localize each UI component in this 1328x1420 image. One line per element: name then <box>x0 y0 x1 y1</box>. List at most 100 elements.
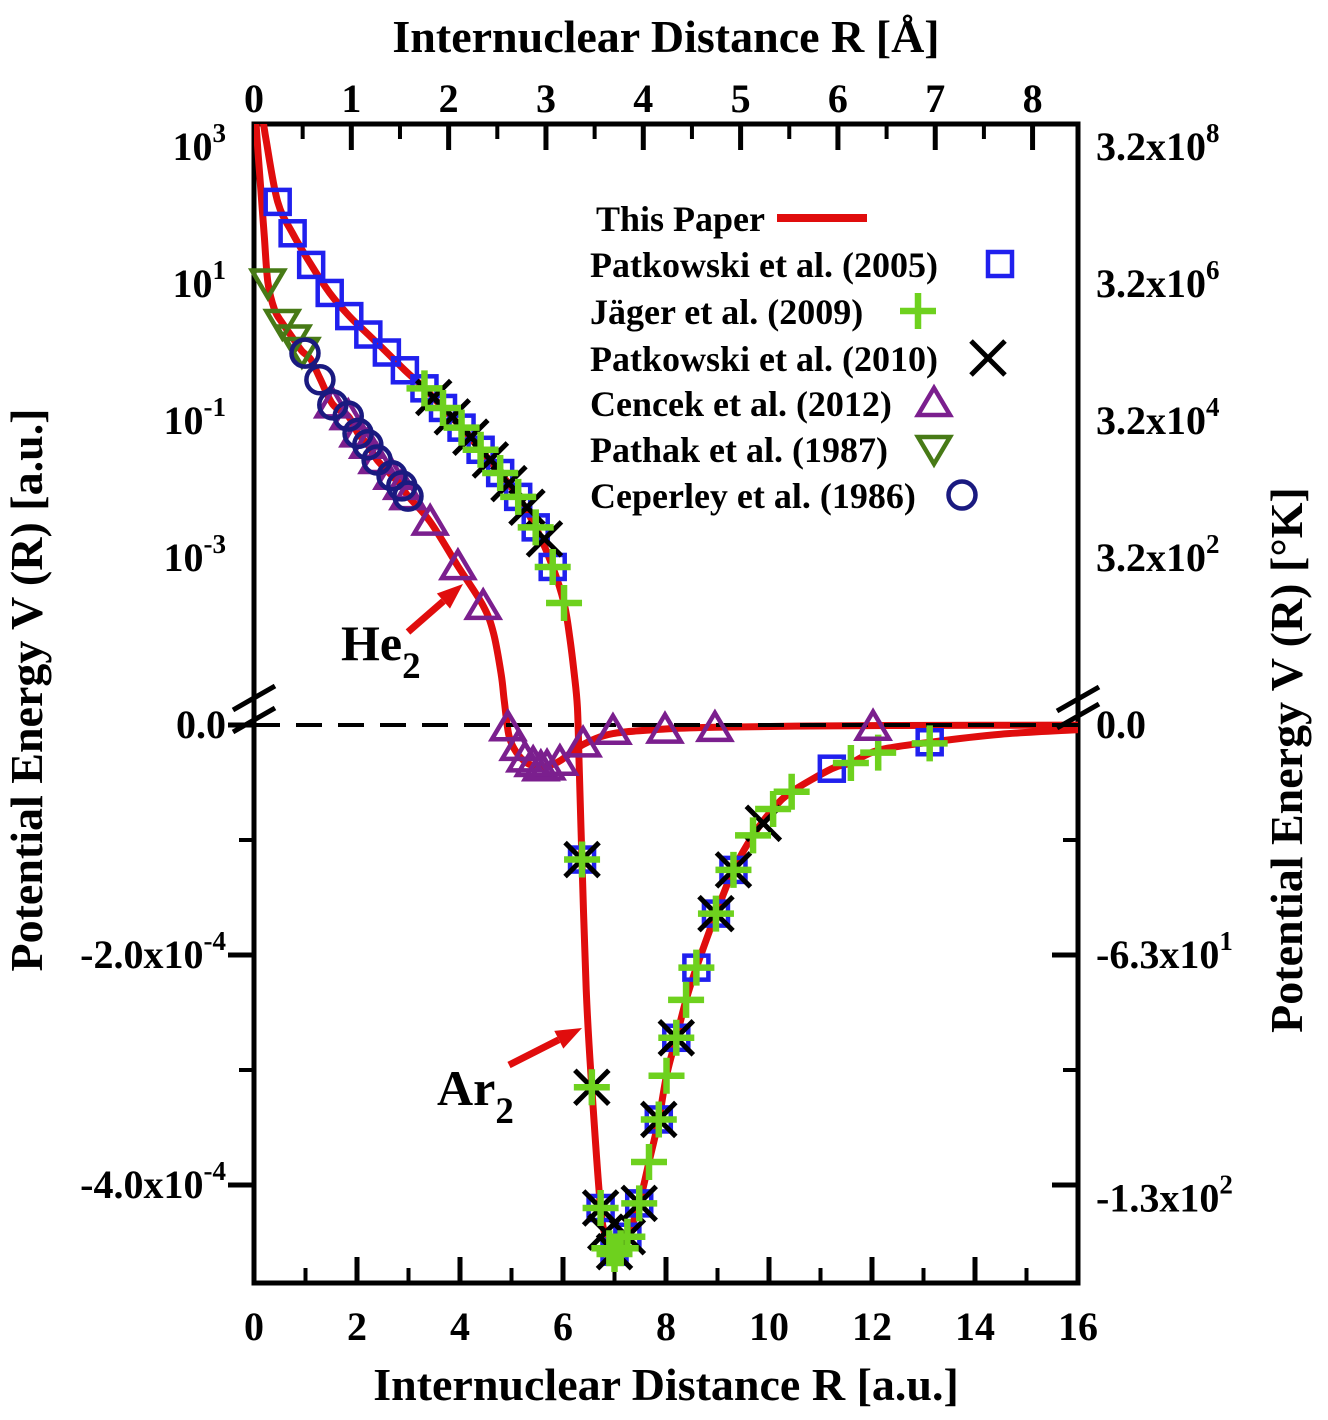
plus-marker <box>534 548 571 585</box>
legend-label: Jäger et al. (2009) <box>590 292 863 332</box>
legend-plus-marker <box>900 293 936 329</box>
ar2-label: Ar2 <box>437 1060 514 1132</box>
legend-x-marker <box>969 339 1007 377</box>
square-marker <box>263 187 292 217</box>
bottom-tick-label: 2 <box>347 1304 367 1349</box>
series-ceperley-et-al-1986--markers <box>289 337 424 512</box>
circle-marker <box>352 429 384 461</box>
plus-marker <box>573 1069 610 1106</box>
legend-circle-marker <box>946 479 978 511</box>
triangle-marker <box>563 723 604 758</box>
triangle-marker <box>527 746 567 781</box>
annotation-he2: He2 <box>341 584 463 687</box>
legend-item-cencek-et-al-2012-: Cencek et al. (2012) <box>590 383 954 424</box>
bottom-tick-label: 10 <box>749 1304 789 1349</box>
plus-marker <box>609 1218 646 1255</box>
left-axis-title: Potential Energy V (R) [a.u.] <box>1 408 52 971</box>
triangle-marker <box>539 742 580 777</box>
plus-marker <box>911 725 948 762</box>
legend-item-patkowski-et-al-2010-: Patkowski et al. (2010) <box>590 339 1007 379</box>
right-tick-label: -1.3x102 <box>1096 1169 1233 1220</box>
legend-label: This Paper <box>596 199 765 239</box>
plus-marker <box>832 744 869 781</box>
legend-item-ceperley-et-al-1986-: Ceperley et al. (1986) <box>590 476 978 516</box>
axis-break-marks <box>231 683 1101 735</box>
annotations: He2 Ar2 <box>341 584 582 1132</box>
legend-item-patkowski-et-al-2005-: Patkowski et al. (2005) <box>590 245 1015 285</box>
left-tick-label: -2.0x10-4 <box>80 926 226 977</box>
right-axis-break-slash <box>1055 684 1101 714</box>
top-tick-label: 4 <box>633 76 653 121</box>
right-tick-label: 3.2x106 <box>1096 255 1220 306</box>
legend-tridown-marker <box>914 434 954 469</box>
legend-label: Ceperley et al. (1986) <box>590 476 916 516</box>
top-tick-label: 1 <box>341 76 361 121</box>
square-marker <box>817 754 847 783</box>
triangle-marker <box>410 502 451 536</box>
square-marker <box>315 278 344 308</box>
triangle-marker <box>437 546 478 581</box>
top-tick-label: 0 <box>244 76 264 121</box>
circle-marker <box>332 400 364 432</box>
left-tick-label: 10-3 <box>164 529 227 580</box>
bottom-axis-title: Internuclear Distance R [a.u.] <box>373 1359 959 1410</box>
bottom-tick-label: 8 <box>656 1304 676 1349</box>
legend: This Paper Patkowski et al. (2005) Jäger e… <box>590 199 1015 516</box>
bottom-tick-label: 6 <box>553 1304 573 1349</box>
legend-label: Patkowski et al. (2005) <box>590 245 938 285</box>
square-marker <box>354 320 383 349</box>
bottom-tick-label: 14 <box>955 1304 995 1349</box>
bottom-tick-label: 4 <box>450 1304 470 1349</box>
plus-marker <box>425 389 462 426</box>
series-j-ger-et-al-2009--markers <box>406 370 948 1272</box>
legend-item-pathak-et-al-1987-: Pathak et al. (1987) <box>590 430 954 470</box>
top-tick-label: 3 <box>536 76 556 121</box>
ar2-arrow-line <box>507 1036 561 1069</box>
square-marker <box>296 250 326 280</box>
right-tick-label: 3.2x108 <box>1096 118 1220 169</box>
right-tick-label: 0.0 <box>1096 702 1146 747</box>
left-tick-label: -4.0x10-4 <box>80 1156 226 1207</box>
legend-triangle-marker <box>914 383 954 418</box>
left-tick-label: 101 <box>173 255 227 306</box>
triangle-marker <box>645 710 685 744</box>
plus-marker <box>406 370 443 407</box>
right-tick-label: 3.2x102 <box>1096 529 1220 580</box>
left-axis-break-slash <box>231 683 277 713</box>
circle-marker <box>304 364 336 396</box>
top-axis-title: Internuclear Distance R [Å] <box>392 11 939 62</box>
plus-marker <box>517 509 554 546</box>
circle-marker <box>376 459 408 492</box>
triangle-marker <box>853 707 893 741</box>
plus-marker <box>631 1144 668 1180</box>
he2-arrow-head <box>436 584 463 609</box>
legend-label: Pathak et al. (1987) <box>590 430 888 470</box>
plus-marker <box>621 1185 658 1222</box>
triangle-marker <box>694 708 735 743</box>
bottom-tick-label: 12 <box>852 1304 892 1349</box>
legend-square-marker <box>985 249 1015 279</box>
triangle-marker <box>487 707 528 742</box>
plus-marker <box>443 409 480 446</box>
top-tick-label: 2 <box>439 76 459 121</box>
plus-marker <box>640 1101 677 1138</box>
plus-marker <box>668 981 705 1018</box>
plus-marker <box>500 478 537 515</box>
triangle-marker <box>504 738 545 773</box>
data-markers <box>247 187 948 1272</box>
tridown-marker <box>247 268 288 302</box>
axis-titles: Internuclear Distance R [Å] Internuclear … <box>1 11 1312 1410</box>
annotation-ar2: Ar2 <box>437 1028 582 1132</box>
plus-marker <box>715 851 752 888</box>
legend-item-j-ger-et-al-2009-: Jäger et al. (2009) <box>590 292 936 332</box>
right-axis-title: Potential Energy V (R) [°K] <box>1261 487 1312 1033</box>
left-tick-label: 103 <box>173 118 227 169</box>
plus-marker <box>564 841 601 878</box>
triangle-marker <box>593 711 633 745</box>
plus-marker <box>546 585 583 622</box>
triangle-marker <box>463 586 504 621</box>
he2-label: He2 <box>341 615 421 687</box>
tick-labels: 0 2 4 6 8 10 12 14 160 1 2 3 4 5 6 7 810310110-110-30.0-… <box>80 76 1233 1349</box>
square-marker <box>390 356 420 385</box>
